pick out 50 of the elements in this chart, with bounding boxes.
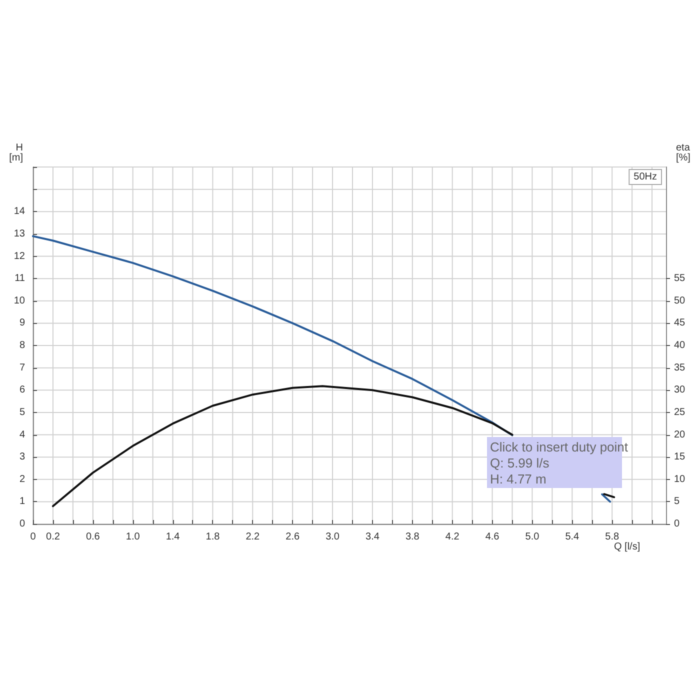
x-tick-label: 0.2	[46, 532, 60, 542]
y-tick-label: 12	[14, 250, 26, 262]
y-tick-label: 3	[19, 452, 26, 463]
x-tick-label: 5.0	[525, 532, 540, 542]
y-tick-label: 9	[19, 318, 26, 329]
y-tick-label: 8	[19, 340, 26, 351]
y2-tick-label: 50	[674, 295, 686, 306]
y2-tick-label: 25	[674, 406, 686, 418]
y2-tick-label: 15	[674, 452, 686, 463]
x-tick-label: 0	[30, 532, 36, 542]
y-tick-label: 13	[14, 228, 26, 240]
y-tick-label: 7	[19, 362, 26, 374]
y2-tick-label: 0	[674, 518, 680, 530]
y-tick-label: 1	[19, 496, 26, 508]
y2-tick-label: 55	[674, 273, 686, 284]
y-tick-label: 6	[19, 384, 26, 396]
x-tick-label: 4.6	[485, 532, 500, 542]
y2-tick-label: 10	[674, 474, 686, 485]
x-axis-title: Q [l/s]	[614, 542, 640, 552]
x-tick-label: 1.8	[206, 532, 220, 542]
x-tick-label: 1.4	[166, 532, 180, 542]
y2-axis-title: eta [%]	[676, 142, 691, 164]
y-tick-label: 0	[19, 518, 26, 530]
y-tick-label: 2	[19, 474, 26, 485]
y2-tick-label: 45	[674, 318, 686, 329]
text: 1.0	[126, 532, 140, 542]
x-tick-label: 3.8	[405, 532, 420, 542]
x-tick-label: 2.2	[246, 532, 260, 542]
x-tick-label: 5.8	[605, 532, 620, 542]
y2-tick-label: 35	[674, 362, 686, 374]
x-tick-label: 4.2	[445, 532, 460, 542]
x-tick-label: 5.4	[565, 532, 580, 542]
y-tick-label: 10	[14, 295, 26, 306]
annotation: H: 4.77 m	[490, 472, 546, 486]
y-tick-label: 14	[14, 206, 26, 218]
y-axis-title: H [m]	[9, 142, 24, 164]
annotation: Click to insert duty point	[490, 440, 628, 454]
y-tick-label: 4	[19, 429, 26, 440]
y2-tick-label: 5	[674, 496, 680, 508]
y2-tick-label: 30	[674, 384, 686, 396]
y2-tick-label: 40	[674, 340, 686, 351]
y2-tick-label: 20	[674, 429, 686, 440]
annotation: 50Hz	[634, 172, 658, 182]
x-tick-label: 2.6	[286, 532, 300, 542]
x-tick-label: 0.6	[86, 532, 100, 542]
y-tick-label: 11	[14, 273, 26, 284]
annotation: Q: 5.99 l/s	[490, 456, 550, 470]
y-tick-label: 5	[19, 406, 26, 418]
x-tick-label: 3.0	[326, 532, 340, 542]
x-tick-label: 3.4	[366, 532, 380, 542]
